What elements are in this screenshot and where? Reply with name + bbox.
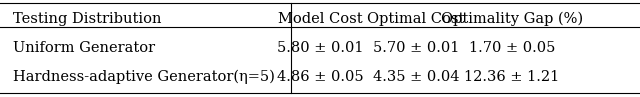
Text: 4.35 ± 0.04: 4.35 ± 0.04	[372, 70, 460, 84]
Text: Optimality Gap (%): Optimality Gap (%)	[441, 12, 583, 26]
Text: 5.70 ± 0.01: 5.70 ± 0.01	[373, 41, 459, 55]
Text: 1.70 ± 0.05: 1.70 ± 0.05	[469, 41, 555, 55]
Text: Model Cost: Model Cost	[278, 12, 362, 26]
Text: Hardness-adaptive Generator(η=5): Hardness-adaptive Generator(η=5)	[13, 70, 275, 84]
Text: 5.80 ± 0.01: 5.80 ± 0.01	[276, 41, 364, 55]
Text: Uniform Generator: Uniform Generator	[13, 41, 155, 55]
Text: Optimal Cost: Optimal Cost	[367, 12, 465, 26]
Text: Testing Distribution: Testing Distribution	[13, 12, 161, 26]
Text: 4.86 ± 0.05: 4.86 ± 0.05	[276, 70, 364, 84]
Text: 12.36 ± 1.21: 12.36 ± 1.21	[465, 70, 559, 84]
